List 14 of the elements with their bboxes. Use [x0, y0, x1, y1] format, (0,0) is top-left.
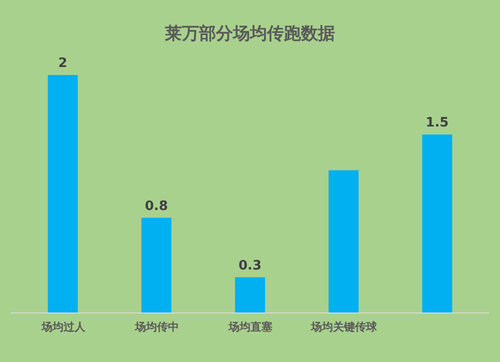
data-label: 0.8 — [144, 198, 168, 214]
bar — [235, 277, 265, 313]
bar — [48, 75, 78, 313]
x-tick-label: 场均传中 — [134, 320, 179, 334]
data-label: 1.5 — [426, 116, 449, 130]
data-label: 0.3 — [238, 258, 262, 274]
bar — [141, 218, 172, 313]
data-label: 2 — [58, 56, 68, 71]
bar — [328, 170, 359, 313]
bar — [422, 134, 452, 313]
chart-title: 莱万部分场均传跑数据 — [164, 24, 335, 44]
x-tick-label: 场均过人 — [40, 320, 86, 334]
x-tick-label: 场均关键传球 — [310, 320, 378, 334]
x-tick-label: 场均直塞 — [228, 320, 272, 334]
